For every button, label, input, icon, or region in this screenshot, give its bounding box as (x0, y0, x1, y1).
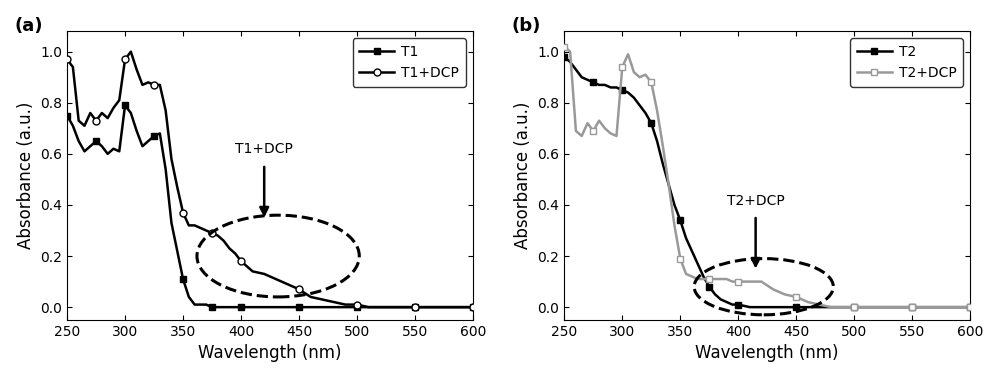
T2 (651, 139, 663, 143)
T1+DCP (467, 305, 479, 309)
T1 (293, 305, 305, 309)
T1 (154, 131, 166, 136)
X-axis label: Wavelength (nm): Wavelength (nm) (695, 345, 839, 362)
T2+DCP (651, 108, 663, 113)
Legend: T1, T1+DCP: T1, T1+DCP (353, 38, 466, 87)
T2 (558, 55, 570, 59)
T2 (813, 305, 825, 309)
T2+DCP (964, 305, 976, 309)
X-axis label: Wavelength (nm): Wavelength (nm) (198, 345, 342, 362)
T2 (645, 121, 657, 125)
T2+DCP (645, 80, 657, 85)
Legend: T2, T2+DCP: T2, T2+DCP (850, 38, 963, 87)
T1+DCP (281, 282, 293, 287)
T1 (206, 305, 218, 309)
T2+DCP (802, 300, 814, 304)
Text: (a): (a) (14, 17, 43, 35)
T1 (455, 305, 467, 309)
T2 (622, 90, 634, 95)
Line: T1+DCP: T1+DCP (64, 48, 476, 311)
T1 (160, 167, 172, 171)
T2 (964, 305, 976, 309)
Text: (b): (b) (512, 17, 541, 35)
T2+DCP (622, 52, 634, 56)
T1 (131, 128, 143, 133)
Text: T1+DCP: T1+DCP (235, 143, 293, 157)
Line: T2+DCP: T2+DCP (561, 43, 974, 311)
T1 (328, 305, 340, 309)
T1 (119, 103, 131, 108)
T2 (953, 305, 965, 309)
Line: T1: T1 (64, 102, 476, 311)
T1+DCP (61, 57, 73, 62)
T1+DCP (455, 305, 467, 309)
T2+DCP (558, 44, 570, 49)
Line: T2: T2 (561, 53, 974, 311)
T1 (467, 305, 479, 309)
T2 (779, 305, 791, 309)
T1+DCP (154, 83, 166, 87)
T1+DCP (363, 305, 375, 309)
T1+DCP (131, 67, 143, 72)
Y-axis label: Absorbance (a.u.): Absorbance (a.u.) (514, 102, 532, 249)
T2+DCP (767, 287, 779, 291)
T1 (61, 113, 73, 118)
T1+DCP (160, 108, 172, 113)
Text: T2+DCP: T2+DCP (727, 194, 785, 208)
T2 (744, 305, 756, 309)
T2+DCP (825, 305, 837, 309)
Y-axis label: Absorbance (a.u.): Absorbance (a.u.) (17, 102, 35, 249)
T1+DCP (125, 49, 137, 54)
T1+DCP (316, 297, 328, 302)
T2+DCP (953, 305, 965, 309)
